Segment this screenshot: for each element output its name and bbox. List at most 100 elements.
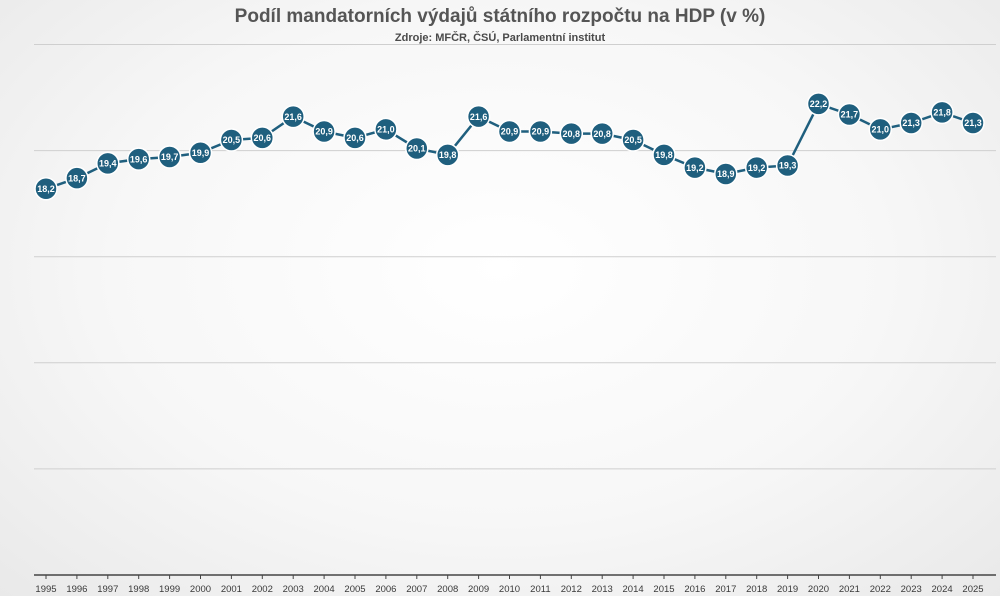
x-tick-label: 1998 [128,584,149,595]
x-tick-label: 2015 [653,584,674,595]
x-tick-label: 2017 [715,584,736,595]
x-tick-label: 2010 [499,584,520,595]
data-point [157,145,182,169]
x-tick-label: 2016 [684,584,705,595]
data-label: 20,5 [223,135,241,145]
data-label: 19,3 [779,161,797,171]
x-tick-label: 2023 [901,584,922,595]
data-label: 20,9 [501,127,519,137]
data-point [652,143,676,167]
data-point [714,162,738,186]
x-tick-label: 2020 [808,584,829,595]
data-point [126,147,151,171]
data-label: 21,3 [902,118,920,128]
data-point [528,119,553,144]
x-tick-label: 2005 [344,584,365,595]
x-tick-label: 1999 [159,584,180,595]
x-tick-label: 2022 [870,584,891,595]
data-label: 18,9 [717,169,735,179]
x-tick-label: 2014 [623,584,644,595]
data-point [435,143,460,167]
data-point [621,128,645,152]
data-point [683,155,707,180]
data-point [497,119,522,144]
data-label: 21,3 [964,118,982,128]
data-point [219,128,244,152]
data-point [590,121,614,146]
data-label: 20,6 [346,133,364,143]
data-label: 20,8 [563,129,581,139]
x-tick-label: 2013 [592,584,613,595]
data-label: 20,5 [624,135,642,145]
data-label: 19,6 [130,154,148,164]
data-point [312,119,336,144]
chart-subtitle: Zdroje: MFČR, ČSÚ, Parlamentní institut [394,32,606,44]
data-point [34,177,58,201]
series-line [45,102,974,190]
series-polyline [45,102,974,190]
x-tick-label: 2003 [283,584,304,595]
data-points: 18,2 18,7 19,4 19,6 19,7 19,9 20,5 20,6 21,6 20,9… [34,92,985,201]
x-tick-label: 2021 [839,584,860,595]
x-tick-label: 1995 [35,584,56,595]
x-tick-label: 1996 [66,584,87,595]
data-point [899,111,923,135]
x-tick-label: 2018 [746,584,767,595]
x-tick-label: 2001 [221,584,242,595]
data-point [281,104,305,129]
x-tick-label: 2002 [252,584,273,595]
data-label: 18,7 [68,173,86,183]
data-label: 20,9 [315,127,333,137]
data-label: 20,6 [254,133,272,143]
data-label: 19,2 [748,163,766,173]
x-tick-label: 2004 [314,584,335,595]
data-point [343,126,367,150]
data-point [744,155,769,180]
x-tick-label: 2009 [468,584,489,595]
data-point [559,121,584,146]
data-label: 19,9 [192,148,210,158]
data-point [374,117,398,142]
x-tick-label: 2011 [530,584,550,595]
data-point [466,104,491,129]
data-label: 19,8 [655,150,673,160]
chart-title: Podíl mandatorních výdajů státního rozpo… [234,6,766,27]
x-tick-label: 2000 [190,584,211,595]
x-tick-label: 2012 [561,584,582,595]
data-label: 21,7 [841,110,859,120]
data-label: 21,0 [872,125,890,135]
data-label: 21,0 [377,125,395,135]
data-label: 21,6 [284,112,302,122]
data-point [250,126,275,150]
data-point [868,117,893,142]
data-label: 19,8 [439,150,457,160]
data-point [961,111,985,135]
data-point [65,166,89,190]
x-tick-label: 2007 [406,584,427,595]
data-point [806,92,831,116]
data-label: 20,8 [593,129,611,139]
x-tick-label: 1997 [97,584,118,595]
x-axis: 1995 1996 1997 1998 1999 2000 2001 2002 2003 2004… [34,574,996,595]
x-tick-label: 2019 [777,584,798,595]
data-label: 19,4 [99,159,117,169]
data-label: 19,2 [686,163,704,173]
data-point [930,100,954,125]
x-tick-label: 2025 [962,584,983,595]
data-label: 22,2 [810,99,828,109]
data-point [96,151,120,176]
data-label: 21,8 [933,108,951,118]
data-point [775,153,800,178]
data-label: 20,1 [408,144,426,154]
data-point [188,140,213,165]
data-label: 21,6 [470,112,488,122]
x-tick-label: 2008 [437,584,458,595]
x-tick-label: 2024 [932,584,953,595]
data-label: 19,7 [161,152,179,162]
data-label: 20,9 [532,127,550,137]
data-point [405,136,429,161]
data-point [837,102,862,127]
x-tick-label: 2006 [375,584,396,595]
data-label: 18,2 [37,184,55,194]
